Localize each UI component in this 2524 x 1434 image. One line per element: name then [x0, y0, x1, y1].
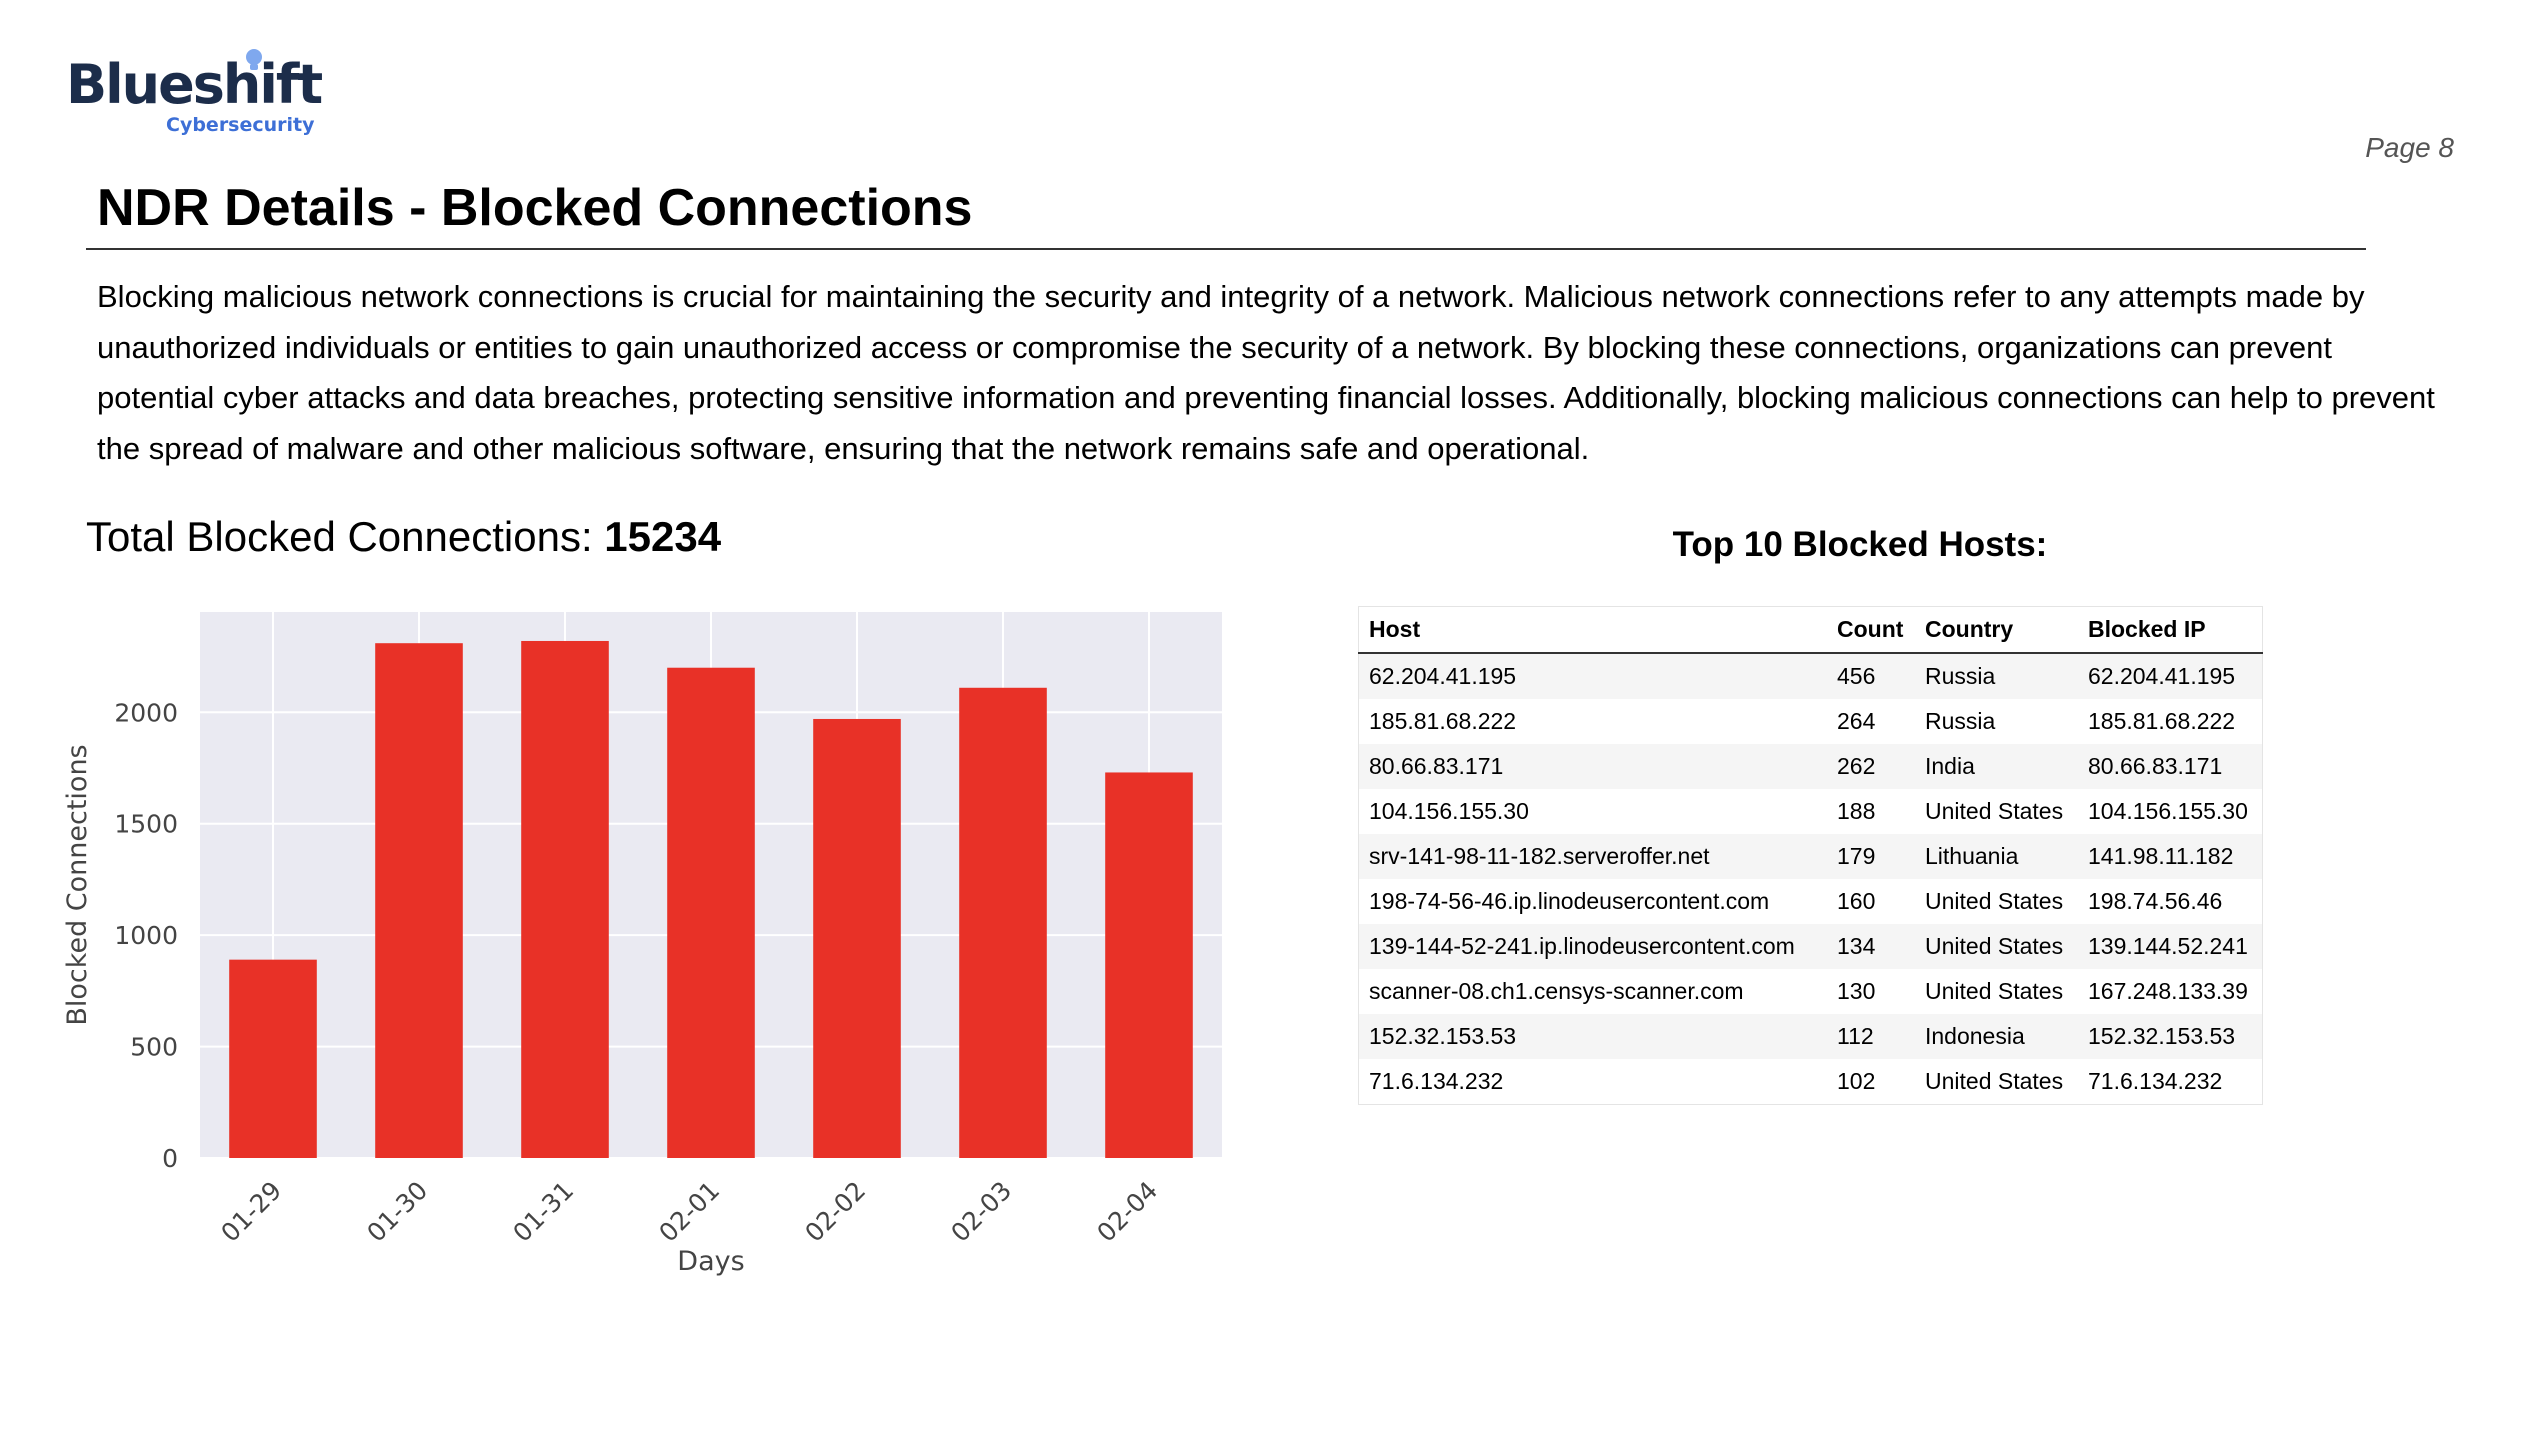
bar-02-02 — [813, 718, 901, 1158]
cell-ip: 62.204.41.195 — [2078, 653, 2263, 699]
bar-02-04 — [1105, 772, 1193, 1158]
table-row: srv-141-98-11-182.serveroffer.net 179 Lith… — [1358, 834, 2263, 879]
table-header-row: Host Count Country Blocked IP — [1358, 606, 2263, 654]
y-tick-label: 1000 — [114, 921, 178, 950]
table-row: 104.156.155.30 188 United States 104.156.15… — [1358, 789, 2263, 834]
cell-count: 456 — [1827, 653, 1915, 699]
blocked-connections-chart: 0 500 1000 1500 2000 01-29 01-30 01-31 02-01 02-0… — [52, 600, 1252, 1280]
y-axis-label: Blocked Connections — [62, 744, 93, 1025]
cell-country: Russia — [1915, 699, 2078, 744]
title-divider — [86, 248, 2366, 250]
y-tick-label: 0 — [162, 1144, 178, 1173]
cell-host: 185.81.68.222 — [1358, 699, 1827, 744]
logo-wordmark: Blueshift — [66, 53, 323, 116]
cell-count: 262 — [1827, 744, 1915, 789]
x-axis-label: Days — [677, 1246, 744, 1277]
cell-ip: 185.81.68.222 — [2078, 699, 2263, 744]
x-tick-label: 02-03 — [945, 1176, 1017, 1248]
cell-ip: 141.98.11.182 — [2078, 834, 2263, 879]
table-row: 198-74-56-46.ip.linodeusercontent.com 160… — [1358, 879, 2263, 924]
table-row: 185.81.68.222 264 Russia 185.81.68.222 — [1358, 699, 2263, 744]
header-count: Count — [1827, 606, 1915, 654]
cell-count: 112 — [1827, 1014, 1915, 1059]
cell-country: United States — [1915, 924, 2078, 969]
x-tick-label: 01-29 — [215, 1176, 287, 1248]
cell-country: Indonesia — [1915, 1014, 2078, 1059]
cell-country: Lithuania — [1915, 834, 2078, 879]
intro-paragraph: Blocking malicious network connections i… — [97, 279, 2435, 466]
cell-host: 198-74-56-46.ip.linodeusercontent.com — [1358, 879, 1827, 924]
table-row: 62.204.41.195 456 Russia 62.204.41.195 — [1358, 653, 2263, 699]
cell-host: 139-144-52-241.ip.linodeusercontent.com — [1358, 924, 1827, 969]
y-tick-label: 2000 — [114, 698, 178, 727]
total-blocked-connections: Total Blocked Connections: 15234 — [86, 512, 721, 562]
x-tick-label: 02-02 — [799, 1176, 871, 1248]
cell-host: 152.32.153.53 — [1358, 1014, 1827, 1059]
bar-02-03 — [959, 687, 1047, 1158]
cell-country: India — [1915, 744, 2078, 789]
cell-country: Russia — [1915, 653, 2078, 699]
cell-country: United States — [1915, 789, 2078, 834]
bar-02-01 — [667, 667, 755, 1158]
bar-01-29 — [229, 959, 317, 1158]
table-row: 152.32.153.53 112 Indonesia 152.32.153.53 — [1358, 1014, 2263, 1059]
header-host: Host — [1358, 606, 1827, 654]
table-row: 80.66.83.171 262 India 80.66.83.171 — [1358, 744, 2263, 789]
cell-ip: 104.156.155.30 — [2078, 789, 2263, 834]
bar-01-31 — [521, 640, 609, 1158]
cell-ip: 167.248.133.39 — [2078, 969, 2263, 1014]
cell-host: 104.156.155.30 — [1358, 789, 1827, 834]
bar-chart-svg: 0 500 1000 1500 2000 01-29 01-30 01-31 02-01 02-0… — [62, 612, 1222, 1277]
page-number: Page 8 — [2365, 132, 2454, 163]
cell-host: srv-141-98-11-182.serveroffer.net — [1358, 834, 1827, 879]
cell-ip: 139.144.52.241 — [2078, 924, 2263, 969]
x-tick-label: 01-31 — [507, 1176, 579, 1248]
table-row: 71.6.134.232 102 United States 71.6.134.232 — [1358, 1059, 2263, 1105]
bar-01-30 — [375, 643, 463, 1158]
cell-count: 134 — [1827, 924, 1915, 969]
cell-host: 62.204.41.195 — [1358, 653, 1827, 699]
cell-country: United States — [1915, 879, 2078, 924]
x-tick-label: 02-04 — [1091, 1176, 1163, 1248]
header-blocked-ip: Blocked IP — [2078, 606, 2263, 654]
cell-host: 80.66.83.171 — [1358, 744, 1827, 789]
cell-ip: 152.32.153.53 — [2078, 1014, 2263, 1059]
page-title: NDR Details - Blocked Connections — [97, 179, 973, 237]
top-blocked-hosts-table: Host Count Country Blocked IP 62.204.41.… — [1358, 606, 2263, 1105]
cell-count: 179 — [1827, 834, 1915, 879]
company-logo: Blueshift Cybersecurity — [66, 44, 326, 148]
table-row: 139-144-52-241.ip.linodeusercontent.com 1… — [1358, 924, 2263, 969]
cell-count: 160 — [1827, 879, 1915, 924]
cell-country: United States — [1915, 969, 2078, 1014]
cell-ip: 71.6.134.232 — [2078, 1059, 2263, 1105]
cell-count: 130 — [1827, 969, 1915, 1014]
x-tick-label: 02-01 — [653, 1176, 725, 1248]
cell-count: 188 — [1827, 789, 1915, 834]
lightbulb-icon — [246, 49, 262, 70]
y-tick-label: 1500 — [114, 810, 178, 839]
table-row: scanner-08.ch1.censys-scanner.com 130 Unit… — [1358, 969, 2263, 1014]
total-label: Total Blocked Connections: — [86, 513, 593, 560]
cell-count: 102 — [1827, 1059, 1915, 1105]
cell-host: 71.6.134.232 — [1358, 1059, 1827, 1105]
cell-country: United States — [1915, 1059, 2078, 1105]
cell-ip: 80.66.83.171 — [2078, 744, 2263, 789]
total-value: 15234 — [604, 513, 722, 560]
logo-tagline: Cybersecurity — [166, 114, 315, 136]
table-title: Top 10 Blocked Hosts: — [1672, 525, 2048, 564]
y-tick-label: 500 — [130, 1033, 178, 1062]
header-country: Country — [1915, 606, 2078, 654]
cell-ip: 198.74.56.46 — [2078, 879, 2263, 924]
cell-host: scanner-08.ch1.censys-scanner.com — [1358, 969, 1827, 1014]
x-tick-label: 01-30 — [361, 1176, 433, 1248]
cell-count: 264 — [1827, 699, 1915, 744]
